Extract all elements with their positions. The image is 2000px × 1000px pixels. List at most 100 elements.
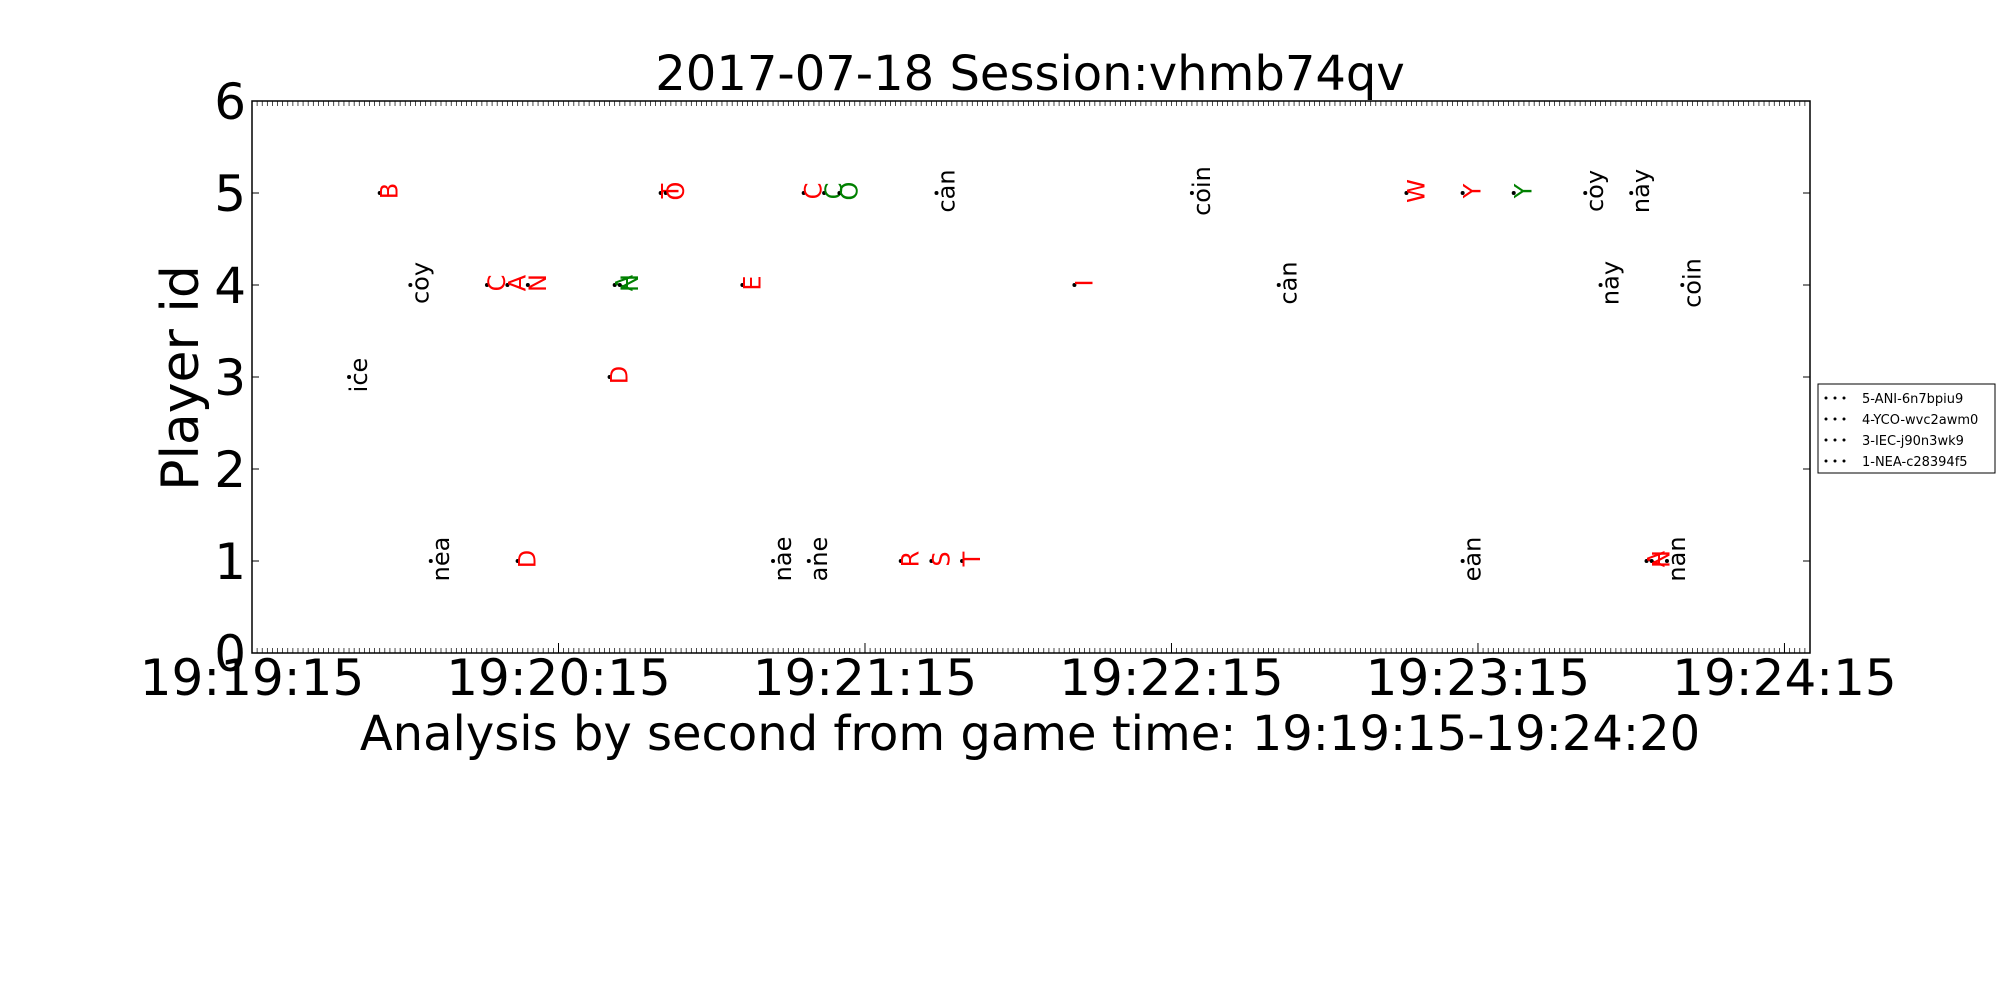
- data-point: coin: [1188, 166, 1216, 216]
- point-label: nea: [427, 537, 455, 582]
- point-marker: [1511, 191, 1516, 195]
- data-point: nan: [1663, 536, 1691, 581]
- point-label: T: [657, 183, 685, 199]
- point-marker: [806, 559, 811, 563]
- legend-marker: [1833, 396, 1837, 400]
- data-point: S: [927, 551, 955, 566]
- data-point: B: [376, 183, 404, 199]
- x-axis-label: Analysis by second from game time: 19:19…: [360, 706, 1700, 762]
- point-marker: [484, 283, 489, 287]
- point-label: nan: [1663, 536, 1691, 581]
- point-marker: [960, 559, 965, 563]
- point-label: O: [662, 182, 690, 201]
- point-marker: [525, 283, 530, 287]
- point-marker: [1598, 283, 1603, 287]
- data-point: O: [662, 182, 690, 201]
- data-point: nay: [1627, 169, 1655, 213]
- point-marker: [515, 559, 520, 563]
- point-marker: [408, 283, 413, 287]
- data-point: coin: [1678, 258, 1706, 308]
- data-point: N: [616, 274, 644, 292]
- point-label: D: [514, 550, 542, 568]
- legend-marker: [1842, 459, 1846, 463]
- point-label: coin: [1188, 166, 1216, 216]
- point-marker: [1460, 559, 1465, 563]
- point-marker: [822, 191, 827, 195]
- data-point: can: [1275, 261, 1303, 304]
- data-point: C: [820, 183, 848, 200]
- y-tick-label: 5: [214, 165, 246, 223]
- point-label: Y: [1510, 183, 1538, 199]
- point-label: N: [1648, 550, 1676, 568]
- legend-marker: [1824, 396, 1828, 400]
- point-label: nay: [1627, 169, 1655, 213]
- point-label: ean: [1459, 537, 1487, 582]
- point-label: D: [606, 366, 634, 384]
- point-marker: [1189, 191, 1194, 195]
- point-label: O: [835, 182, 863, 201]
- data-point: ean: [1459, 537, 1487, 582]
- plot-area-frame: [251, 100, 1811, 654]
- point-marker: [801, 191, 806, 195]
- point-label: C: [820, 183, 848, 200]
- data-point: nae: [769, 537, 797, 582]
- point-marker: [505, 283, 510, 287]
- point-label: coy: [406, 262, 434, 304]
- y-axis-ticks: 0 1 2 3 4 5 6: [214, 73, 1810, 683]
- legend-marker: [1842, 417, 1846, 421]
- x-minor-ticks: [251, 101, 1811, 653]
- data-point: nay: [1597, 261, 1625, 305]
- chart-title: 2017-07-18 Session:vhmb74qv: [655, 46, 1405, 102]
- data-point: T: [958, 551, 986, 567]
- legend-label: 1-NEA-c28394f5: [1862, 455, 1968, 470]
- point-label: C: [483, 275, 511, 292]
- legend-marker: [1842, 438, 1846, 442]
- point-label: N: [616, 274, 644, 292]
- legend-entry: 3-IEC-j90n3wk9: [1824, 434, 1964, 449]
- y-axis-label: Player id: [151, 265, 211, 491]
- point-marker: [1404, 191, 1409, 195]
- x-tick-label: 19:24:15: [1672, 649, 1897, 707]
- point-marker: [1276, 283, 1281, 287]
- legend-marker: [1833, 417, 1837, 421]
- legend-marker: [1842, 396, 1846, 400]
- point-marker: [607, 375, 612, 379]
- point-label: T: [958, 551, 986, 567]
- y-tick-label: 4: [214, 257, 246, 315]
- point-label: can: [932, 169, 960, 212]
- y-tick-label: 0: [214, 625, 246, 683]
- point-marker: [663, 191, 668, 195]
- data-point: A: [503, 274, 531, 291]
- data-point: coy: [406, 262, 434, 304]
- x-tick-label: 19:21:15: [753, 649, 978, 707]
- point-marker: [1649, 559, 1654, 563]
- data-point: W: [1402, 179, 1430, 203]
- legend-label: 3-IEC-j90n3wk9: [1862, 434, 1964, 449]
- legend-marker: [1824, 459, 1828, 463]
- point-label: A: [611, 274, 639, 291]
- point-marker: [898, 559, 903, 563]
- y-tick-label: 6: [214, 73, 246, 131]
- data-point: N: [1648, 550, 1676, 568]
- point-label: W: [1402, 179, 1430, 203]
- minor-tick-marks: [251, 101, 1811, 653]
- legend: 5-ANI-6n7bpiu9 4-YCO-wvc2awm0 3-IEC-j90n3w…: [1817, 383, 1996, 474]
- point-marker: [347, 375, 352, 379]
- point-label: coy: [1581, 170, 1609, 212]
- point-marker: [377, 191, 382, 195]
- point-label: C: [800, 183, 828, 200]
- data-point: A: [1643, 550, 1671, 567]
- legend-marker: [1833, 459, 1837, 463]
- legend-marker: [1833, 438, 1837, 442]
- point-label: E: [738, 275, 766, 290]
- data-point: I: [1070, 279, 1098, 287]
- data-point: N: [524, 274, 552, 292]
- data-point: Y: [1510, 183, 1538, 199]
- point-label: R: [897, 551, 925, 568]
- point-label: can: [1275, 261, 1303, 304]
- data-point: can: [932, 169, 960, 212]
- point-marker: [658, 191, 663, 195]
- y-tick-label: 1: [214, 533, 246, 591]
